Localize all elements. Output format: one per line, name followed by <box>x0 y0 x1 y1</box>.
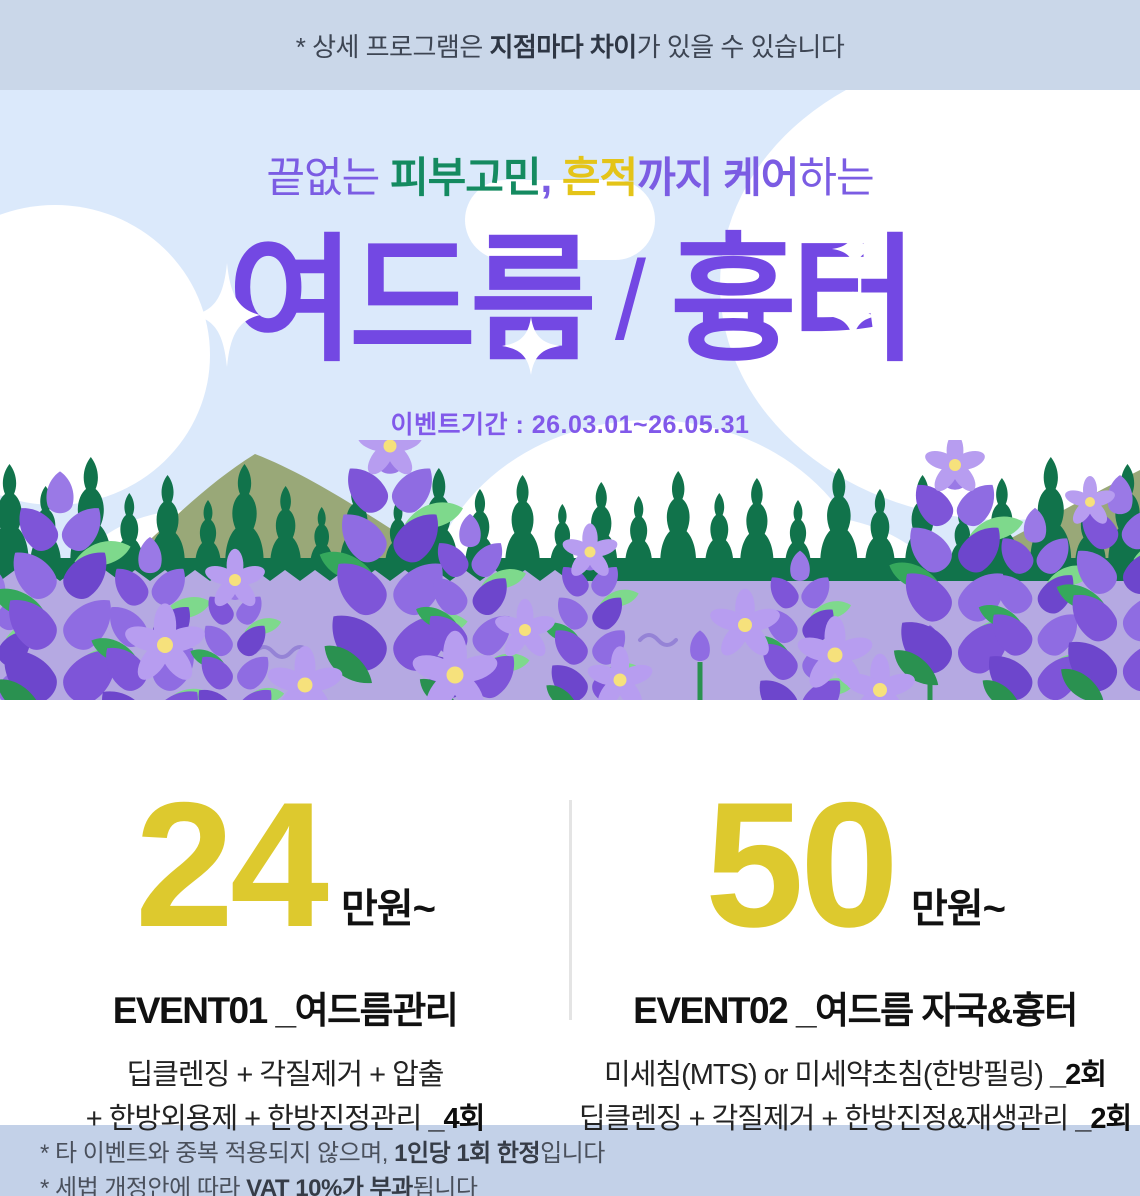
pricing-section: 24 만원~ EVENT01 _여드름관리 딥클렌징 + 각질제거 + 압출 + … <box>0 700 1140 1135</box>
top-notice-bar: * 상세 프로그램은 지점마다 차이가 있을 수 있습니다 <box>0 0 1140 90</box>
subtitle-segment: , <box>540 154 562 201</box>
subtitle-segment: 흔적 <box>561 154 638 201</box>
footer-line2-part1: * 세법 개정안에 따라 <box>40 1174 247 1196</box>
column-divider <box>569 800 572 1020</box>
subtitle-segment: 까지 <box>637 154 724 201</box>
lavender-field-illustration <box>0 440 1140 700</box>
price-unit: 만원~ <box>911 887 1006 931</box>
event1-details: 딥클렌징 + 각질제거 + 압출 + 한방외용제 + 한방진정관리 _4회 <box>0 1054 570 1141</box>
top-notice-part1: * 상세 프로그램은 <box>295 31 490 62</box>
event2-line2: 딥클렌징 + 각질제거 + 한방진정&재생관리 <box>578 1102 1076 1135</box>
footer-line2-part2: 됩니다 <box>412 1174 478 1196</box>
event1-line2: + 한방외용제 + 한방진정관리 <box>85 1102 429 1135</box>
event2-title: EVENT02 _여드름 자국&흉터 <box>633 990 1078 1031</box>
subtitle-segment: 피부고민 <box>389 154 542 201</box>
top-notice-text: * 상세 프로그램은 지점마다 차이가 있을 수 있습니다 <box>296 27 845 64</box>
event1-line2-bold: _4회 <box>428 1102 485 1135</box>
event1-block: 24 만원~ EVENT01 _여드름관리 딥클렌징 + 각질제거 + 압출 + … <box>0 700 570 1135</box>
title-word-2: 흉터 <box>670 224 918 378</box>
hero-section: 끝없는 피부고민, 흔적까지 케어하는 여드름 / 흉터 이벤트기간 : 26.… <box>0 90 1140 700</box>
event1-title: EVENT01 _여드름관리 <box>112 990 459 1031</box>
event2-line1: 미세침(MTS) or 미세약초침(한방필링) <box>604 1059 1051 1091</box>
event2-line1-bold: _2회 <box>1050 1059 1107 1091</box>
top-notice-bold: 지점마다 차이 <box>489 31 637 62</box>
title-word-1: 여드름 <box>228 224 597 378</box>
price-value: 24 <box>135 765 329 965</box>
footer-line2: * 세법 개정안에 따라 VAT 10%가 부과됩니다 <box>40 1172 1140 1196</box>
hero-title: 여드름 / 흉터 <box>0 221 1140 381</box>
price-unit: 만원~ <box>341 887 436 931</box>
event2-line2-bold: _2회 <box>1075 1102 1132 1135</box>
subtitle-segment: 하는 <box>798 154 874 201</box>
price-value: 50 <box>705 765 899 965</box>
subtitle-segment: 케어 <box>723 154 799 201</box>
footer-line2-bold: VAT 10%가 부과 <box>246 1174 413 1196</box>
event2-block: 50 만원~ EVENT02 _여드름 자국&흉터 미세침(MTS) or 미세… <box>570 700 1140 1135</box>
footer-line1-part2: 입니다 <box>540 1140 605 1167</box>
event2-price: 50 만원~ <box>570 765 1140 965</box>
event1-line1: 딥클렌징 + 각질제거 + 압출 <box>126 1059 445 1091</box>
footer-line1-part1: * 타 이벤트와 중복 적용되지 않으며, <box>40 1140 395 1167</box>
event-period: 이벤트기간 : 26.03.01~26.05.31 <box>390 411 750 439</box>
cloud-shape <box>465 180 655 260</box>
footer-line1-bold: 1인당 1회 한정 <box>394 1140 541 1167</box>
slash-separator: / <box>614 238 647 363</box>
subtitle-segment: 끝없는 <box>266 154 390 201</box>
event2-details: 미세침(MTS) or 미세약초침(한방필링) _2회 딥클렌징 + 각질제거 +… <box>570 1054 1140 1141</box>
event1-price: 24 만원~ <box>0 765 570 965</box>
top-notice-part2: 가 있을 수 있습니다 <box>636 31 845 62</box>
footer-line1: * 타 이벤트와 중복 적용되지 않으며, 1인당 1회 한정입니다 <box>40 1137 1140 1172</box>
hero-subtitle: 끝없는 피부고민, 흔적까지 케어하는 <box>0 144 1140 205</box>
footer-notice-bar: * 타 이벤트와 중복 적용되지 않으며, 1인당 1회 한정입니다 * 세법 … <box>0 1125 1140 1196</box>
